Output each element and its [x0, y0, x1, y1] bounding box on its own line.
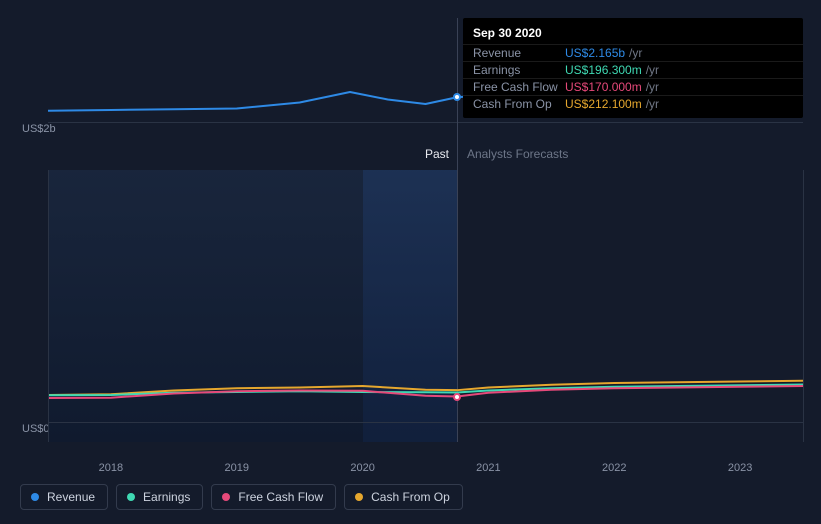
tooltip-key: Revenue [473, 46, 565, 60]
tooltip-row: Cash From OpUS$212.100m/yr [463, 95, 803, 112]
legend-label: Free Cash Flow [238, 490, 323, 504]
legend-dot-icon [127, 493, 135, 501]
gridline-v [48, 170, 49, 442]
legend-label: Earnings [143, 490, 190, 504]
tooltip-key: Earnings [473, 63, 565, 77]
tooltip-suffix: /yr [629, 46, 642, 60]
x-axis-label: 2019 [225, 462, 249, 474]
x-axis-label: 2021 [476, 462, 500, 474]
tooltip-value: US$2.165b [565, 46, 625, 60]
tooltip-value: US$170.000m [565, 80, 642, 94]
legend-item-revenue[interactable]: Revenue [20, 484, 108, 510]
legend-dot-icon [355, 493, 363, 501]
tooltip-row: Free Cash FlowUS$170.000m/yr [463, 78, 803, 95]
tooltip-row: RevenueUS$2.165b/yr [463, 44, 803, 61]
tooltip-value: US$212.100m [565, 97, 642, 111]
tooltip-key: Free Cash Flow [473, 80, 565, 94]
tooltip-suffix: /yr [646, 97, 659, 111]
financials-chart: US$0US$2b Past Analysts Forecasts 201820… [0, 0, 821, 524]
chart-tooltip: Sep 30 2020 RevenueUS$2.165b/yrEarningsU… [463, 18, 803, 118]
tooltip-value: US$196.300m [565, 63, 642, 77]
gridline-v [803, 170, 804, 442]
legend-label: Revenue [47, 490, 95, 504]
hover-marker-revenue [453, 93, 461, 101]
tooltip-date: Sep 30 2020 [463, 24, 803, 44]
chart-legend: Revenue Earnings Free Cash Flow Cash From O… [20, 484, 463, 510]
tooltip-key: Cash From Op [473, 97, 565, 111]
legend-item-cash_from_op[interactable]: Cash From Op [344, 484, 463, 510]
x-axis-label: 2022 [602, 462, 626, 474]
legend-item-earnings[interactable]: Earnings [116, 484, 203, 510]
legend-dot-icon [222, 493, 230, 501]
tooltip-suffix: /yr [646, 63, 659, 77]
x-axis-label: 2018 [99, 462, 123, 474]
x-axis-label: 2023 [728, 462, 752, 474]
x-axis-label: 2020 [350, 462, 374, 474]
legend-dot-icon [31, 493, 39, 501]
tooltip-row: EarningsUS$196.300m/yr [463, 61, 803, 78]
legend-label: Cash From Op [371, 490, 450, 504]
legend-item-fcf[interactable]: Free Cash Flow [211, 484, 336, 510]
hover-marker-fcf [453, 393, 461, 401]
tooltip-suffix: /yr [646, 80, 659, 94]
